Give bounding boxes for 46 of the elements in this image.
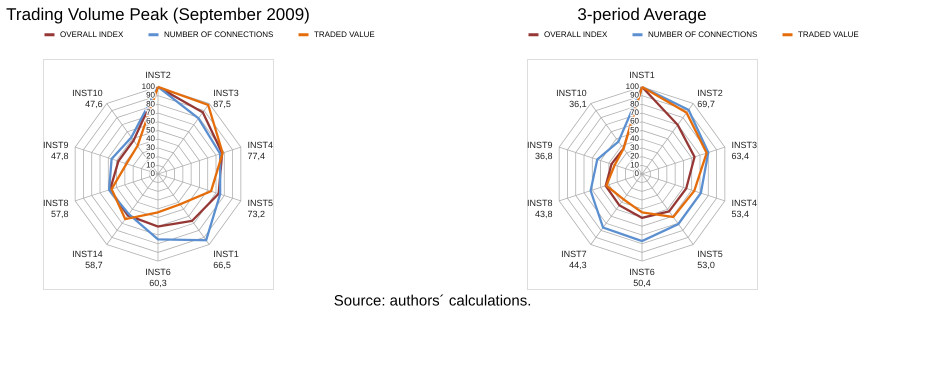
spoke-label: INST9 47,8 [43, 140, 69, 161]
y-tick-label: 80 [146, 99, 156, 108]
legend-label: OVERALL INDEX [544, 30, 608, 39]
spoke-label: INST7 44,3 [561, 249, 587, 270]
y-tick-label: 10 [146, 160, 156, 170]
spoke-label: INST10 36,1 [556, 88, 587, 109]
y-tick-label: 100 [626, 82, 640, 91]
spoke-label: INST8 57,8 [43, 198, 69, 220]
spoke-label: INST3 87,5 [213, 88, 239, 109]
spoke-label: INST2 69,7 [697, 88, 723, 109]
y-tick-label: 50 [630, 125, 640, 134]
y-tick-label: 50 [146, 125, 156, 134]
legend-label: TRADED VALUE [798, 30, 859, 39]
legend-label: TRADED VALUE [314, 30, 375, 39]
spoke-label: INST4 53,4 [731, 198, 757, 220]
spoke-label: INST6 50,4 [629, 267, 655, 288]
spoke-label: INST5 73,2 [247, 198, 273, 220]
spoke-label: INST1 66,5 [213, 249, 239, 270]
spoke-label: INST5 53,0 [697, 249, 723, 270]
spoke-label: INST6 60,3 [145, 267, 171, 288]
spoke-label: INST8 43,8 [527, 198, 553, 220]
y-tick-label: 40 [630, 134, 640, 144]
y-tick-label: 10 [630, 160, 640, 170]
source-note: Source: authors´ calculations. [334, 292, 532, 310]
spoke-label: INST10 47,6 [72, 88, 103, 109]
spoke-label: INST3 63,4 [731, 140, 757, 161]
spoke-label: INST9 36,8 [527, 140, 553, 161]
y-tick-label: 100 [142, 82, 156, 91]
legend-label: NUMBER OF CONNECTIONS [648, 30, 758, 39]
chart-title: 3-period Average [577, 5, 707, 24]
y-tick-label: 0 [634, 169, 640, 178]
spoke-label: INST1 [629, 70, 655, 80]
spoke-label: INST2 [145, 70, 171, 80]
chart-title: Trading Volume Peak (September 2009) [6, 5, 310, 24]
y-tick-label: 0 [150, 169, 156, 178]
y-tick-label: 60 [146, 116, 156, 126]
spoke-label: INST4 77,4 [247, 140, 273, 161]
y-tick-label: 20 [630, 152, 640, 161]
spoke-label: INST14 58,7 [72, 249, 103, 270]
y-tick-label: 20 [146, 152, 156, 161]
legend-label: NUMBER OF CONNECTIONS [164, 30, 274, 39]
y-tick-label: 30 [630, 142, 640, 152]
y-tick-label: 40 [146, 134, 156, 144]
y-tick-label: 30 [146, 142, 156, 152]
legend-label: OVERALL INDEX [60, 30, 124, 39]
y-tick-label: 80 [630, 99, 640, 108]
